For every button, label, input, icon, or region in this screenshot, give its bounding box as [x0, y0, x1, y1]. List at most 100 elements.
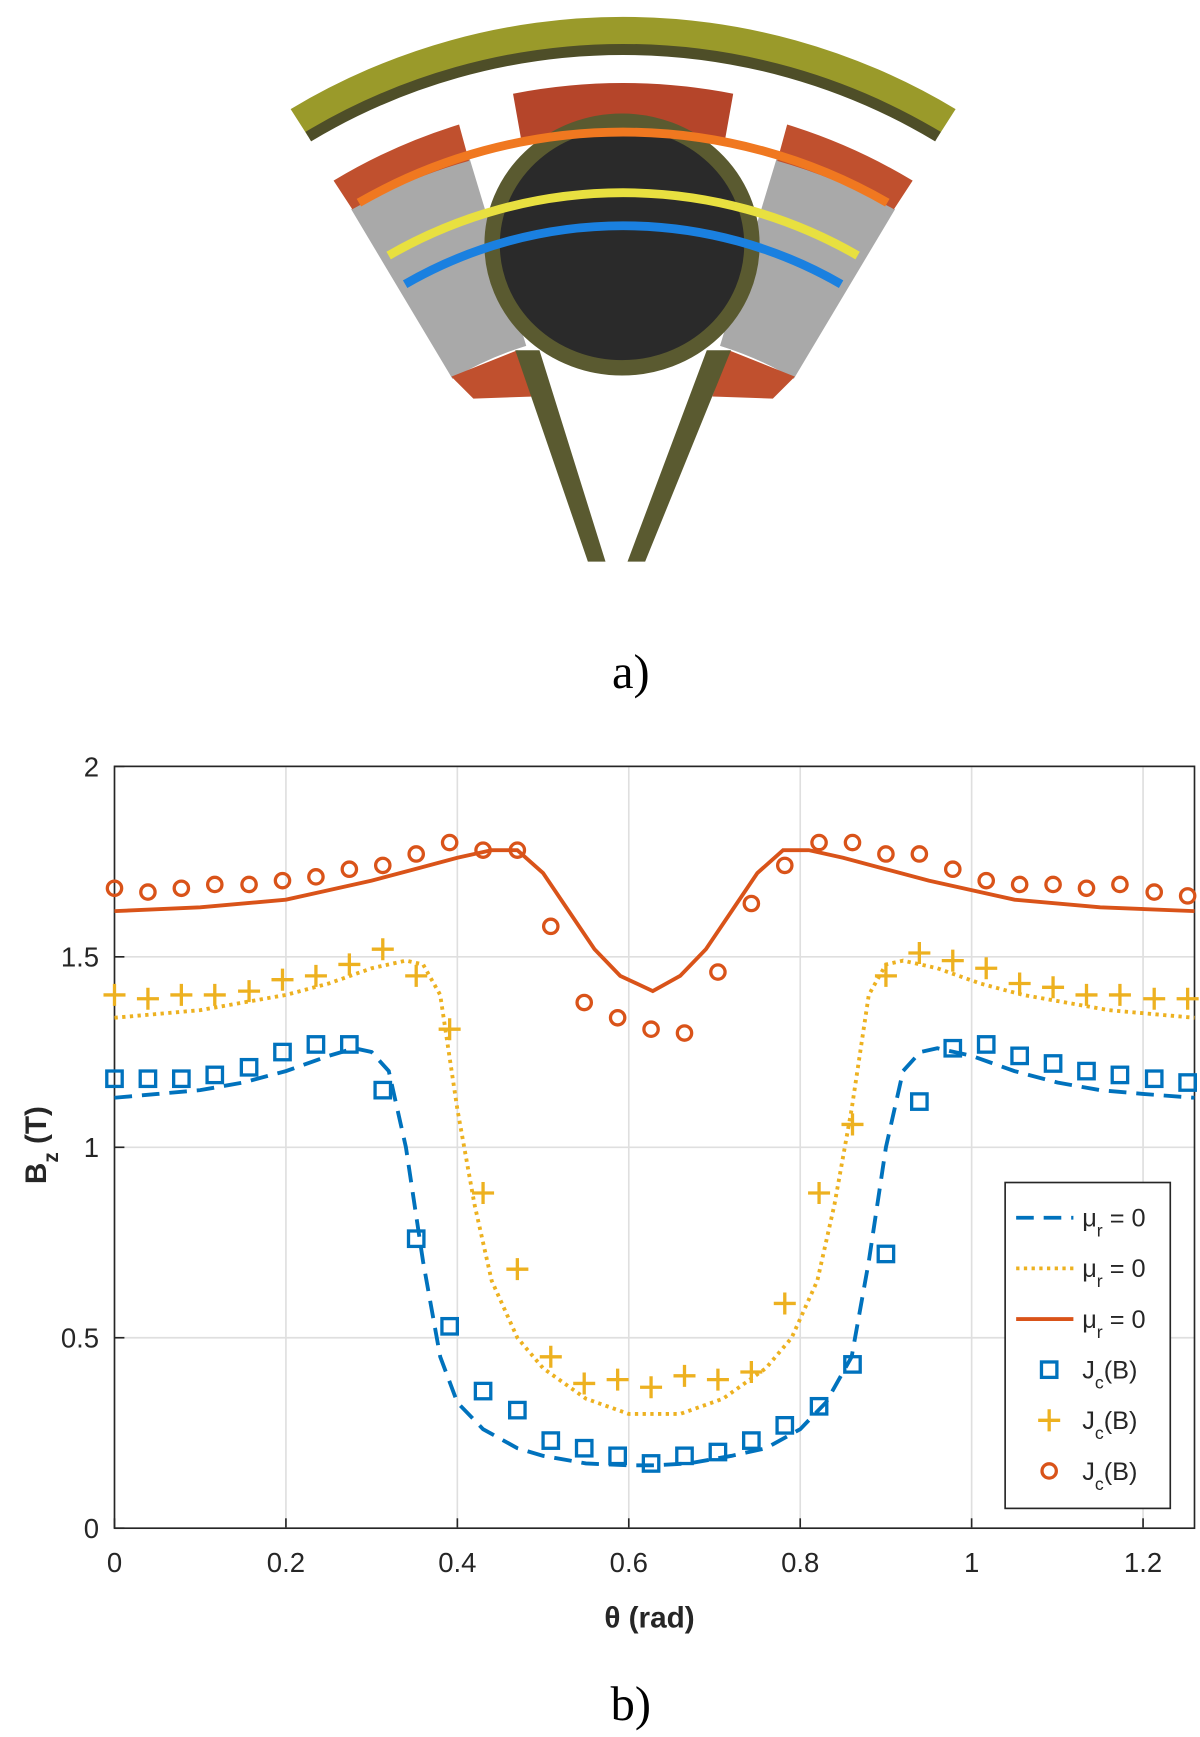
data-point: [975, 957, 998, 980]
x-tick-label: 0.8: [781, 1547, 819, 1578]
data-point: [339, 1035, 359, 1054]
data-point: [608, 1008, 627, 1027]
data-point: [541, 917, 560, 936]
data-point: [405, 964, 428, 987]
data-point: [1108, 983, 1131, 1006]
y-tick-label: 0.5: [61, 1323, 99, 1354]
legend-label: μr = 0: [1082, 1205, 1145, 1241]
data-point: [775, 1415, 795, 1435]
data-point: [773, 1292, 796, 1315]
data-point: [1178, 887, 1197, 905]
data-point: [1143, 987, 1166, 1010]
data-line: [114, 958, 1195, 1416]
legend-label: μr = 0: [1082, 1306, 1145, 1342]
data-point: [304, 964, 327, 987]
y-tick-label: 1.5: [61, 942, 99, 973]
data-point: [675, 1024, 694, 1042]
x-tick-label: 0.2: [267, 1547, 305, 1578]
data-point: [1042, 976, 1065, 999]
data-point: [1010, 875, 1029, 894]
yoke-band: [290, 16, 956, 137]
legend-label: μr = 0: [1082, 1255, 1145, 1291]
data-point: [1111, 875, 1129, 894]
data-point: [608, 1446, 627, 1466]
data-point: [373, 856, 392, 875]
data-point: [172, 879, 191, 898]
y-tick-label: 1: [84, 1132, 99, 1163]
data-point: [1010, 1046, 1029, 1066]
magnet-diagram: [290, 16, 956, 562]
data-point: [539, 1345, 562, 1368]
data-point: [103, 983, 126, 1006]
data-point: [741, 1431, 761, 1450]
right-coil-red: [777, 124, 913, 210]
data-point: [943, 860, 962, 879]
data-point: [239, 1057, 259, 1077]
data-point: [641, 1454, 661, 1473]
plot-frame: [113, 765, 1196, 1530]
leg-right: [627, 350, 732, 562]
data-point: [407, 845, 426, 863]
data-point: [271, 968, 294, 991]
data-point: [877, 845, 895, 863]
data-point: [910, 845, 929, 863]
data-point: [808, 1181, 831, 1205]
data-point: [438, 1018, 461, 1041]
data-point: [809, 1396, 829, 1416]
data-point: [1145, 883, 1164, 901]
data-line: [114, 848, 1195, 994]
y-tick-label: 0: [84, 1513, 99, 1544]
legend-label: Jc(B): [1082, 1356, 1137, 1392]
data-point: [573, 1372, 596, 1395]
data-point: [908, 942, 931, 965]
data-point: [943, 1038, 963, 1058]
arc-orange: [356, 127, 890, 207]
data-line: [114, 1046, 1195, 1468]
data-point: [171, 1069, 191, 1089]
data-point: [1144, 1069, 1164, 1089]
data-point: [170, 983, 193, 1006]
data-point: [138, 1069, 158, 1089]
data-point: [574, 1438, 594, 1458]
data-point: [373, 1080, 393, 1100]
data-point: [406, 1229, 426, 1249]
data-point: [205, 1065, 225, 1085]
data-point: [474, 841, 492, 859]
data-point: [976, 1035, 996, 1054]
data-point: [1043, 1054, 1063, 1073]
data-point: [307, 868, 325, 886]
data-point: [508, 841, 527, 859]
y-tick-label: 2: [84, 751, 99, 782]
data-point: [541, 1431, 561, 1450]
legend-label: Jc(B): [1082, 1407, 1137, 1443]
data-point: [876, 1244, 896, 1264]
data-point: [675, 1446, 694, 1466]
data-point: [874, 964, 897, 987]
data-point: [742, 894, 761, 913]
caption-b: b): [611, 1678, 651, 1731]
arc-yellow: [386, 188, 860, 260]
data-point: [709, 963, 727, 981]
data-point: [1008, 972, 1031, 995]
data-point: [238, 980, 261, 1003]
yoke-edge: [305, 44, 941, 142]
data-point: [473, 1381, 493, 1401]
data-point: [203, 983, 226, 1006]
data-point: [673, 1364, 696, 1387]
data-point: [139, 883, 157, 901]
data-point: [472, 1181, 495, 1205]
data-point: [642, 1020, 660, 1039]
data-point: [977, 871, 996, 890]
data-point: [843, 1355, 862, 1374]
caption-a: a): [612, 646, 650, 699]
data-point: [843, 833, 862, 852]
data-point: [941, 949, 964, 972]
data-point: [1077, 879, 1096, 898]
data-point: [340, 860, 359, 879]
data-point: [240, 875, 258, 894]
data-point: [606, 1368, 629, 1391]
data-point: [105, 879, 124, 898]
data-point: [205, 875, 224, 894]
